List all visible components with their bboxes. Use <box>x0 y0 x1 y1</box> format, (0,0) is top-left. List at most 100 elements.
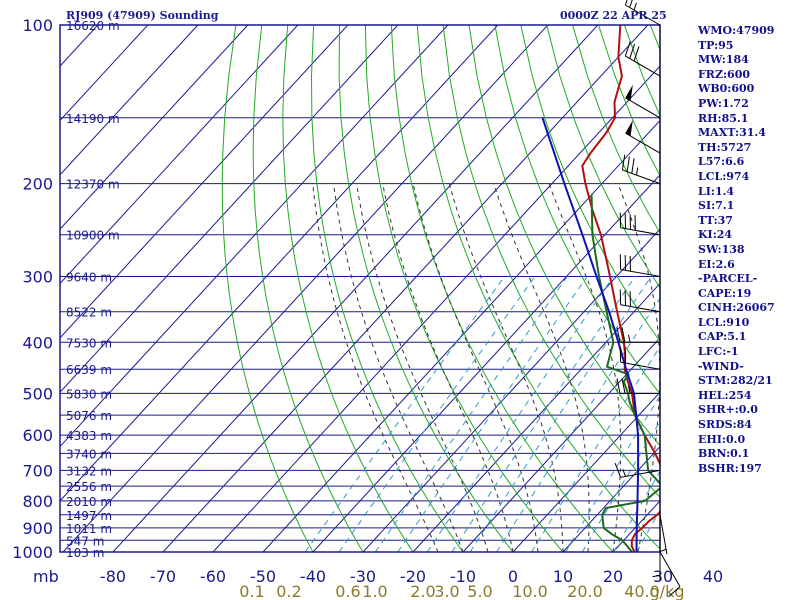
moist-adiabat <box>382 183 514 552</box>
index-item: SHR+:0.0 <box>698 403 758 417</box>
height-label: 9640 m <box>66 270 112 284</box>
isotherm <box>62 25 549 552</box>
index-item: CAPE:19 <box>698 286 752 300</box>
pressure-tick-label: 100 <box>22 16 53 35</box>
isotherm <box>60 25 349 339</box>
mixing-ratio-line <box>397 276 588 552</box>
index-item: WB0:600 <box>698 82 755 96</box>
index-item: KI:24 <box>698 228 733 242</box>
dry-adiabat <box>338 25 514 552</box>
temperature-tick-label: -70 <box>150 567 176 586</box>
pressure-tick-label: 300 <box>22 267 53 286</box>
dry-adiabat <box>494 25 660 395</box>
mixing-ratio-label: 0.1 <box>239 582 264 600</box>
index-item: PW:1.72 <box>698 96 749 110</box>
mixing-ratio-label: g/kg <box>650 582 685 600</box>
moist-adiabat <box>312 183 439 552</box>
temperature-tick-label: -40 <box>300 567 326 586</box>
height-label: 14190 m <box>66 112 120 126</box>
dry-adiabat <box>390 25 614 552</box>
isotherm <box>60 25 249 230</box>
dry-adiabat <box>520 25 660 343</box>
pressure-tick-label: 600 <box>22 426 53 445</box>
wind-barb <box>621 154 661 185</box>
index-item: BSHR:197 <box>698 461 762 475</box>
moist-adiabat <box>493 183 590 552</box>
wind-barb <box>624 0 661 26</box>
index-item: BRN:0.1 <box>698 447 750 461</box>
index-item: SRDS:84 <box>698 418 752 432</box>
temperature-tick-label: -20 <box>400 567 426 586</box>
mixing-ratio-line <box>581 420 660 552</box>
moist-adiabat <box>412 183 539 552</box>
dry-adiabat <box>252 25 364 552</box>
pressure-tick-label: 400 <box>22 333 53 352</box>
height-label: 5830 m <box>66 387 112 401</box>
wind-barb <box>659 551 681 598</box>
moist-adiabat <box>617 183 660 552</box>
parcel-trace <box>541 117 640 552</box>
dry-adiabat <box>221 25 314 552</box>
mixing-ratio-line <box>451 276 636 552</box>
mixing-ratio-line <box>304 276 506 552</box>
isotherm <box>60 25 199 176</box>
height-label: 1011 m <box>66 522 112 536</box>
isotherm <box>212 65 660 552</box>
isotherm <box>162 25 649 552</box>
index-item: LCL:910 <box>698 315 750 329</box>
index-item: EI:2.6 <box>698 257 735 271</box>
pressure-tick-label: 700 <box>22 461 53 480</box>
dry-adiabat <box>282 25 414 552</box>
wind-barb <box>619 212 661 236</box>
temperature-tick-label: -30 <box>350 567 376 586</box>
wind-barb <box>625 120 661 154</box>
wind-barb <box>616 327 660 343</box>
moist-adiabat <box>333 183 464 552</box>
wind-barb <box>624 41 661 77</box>
mixing-ratio-label: 10.0 <box>512 582 548 600</box>
wind-barb <box>619 254 661 277</box>
height-label: 103 m <box>66 546 104 560</box>
pressure-tick-label: 500 <box>22 384 53 403</box>
index-item: TP:95 <box>698 38 734 52</box>
index-item: RH:85.1 <box>698 111 749 125</box>
mixing-ratio-label: 3.0 <box>434 582 459 600</box>
moist-adiabat <box>548 183 622 552</box>
temperature-tick-label: -10 <box>450 567 476 586</box>
sounding-traces <box>541 25 660 552</box>
wind-barbs <box>614 0 681 598</box>
height-label: 4383 m <box>66 429 112 443</box>
index-item: MW:184 <box>698 53 749 67</box>
mixing-ratio-label: 20.0 <box>567 582 603 600</box>
height-label: 3132 m <box>66 464 112 478</box>
dry-adiabat <box>546 25 660 289</box>
height-label: 6639 m <box>66 363 112 377</box>
index-item: HEL:254 <box>698 388 752 402</box>
mixing-ratio-line <box>496 297 660 552</box>
height-label: 547 m <box>66 534 104 548</box>
mixing-ratio-line <box>565 395 660 552</box>
mixing-ratio-line <box>469 276 652 552</box>
index-item: TH:5727 <box>698 140 752 154</box>
temperature-tick-label: 30 <box>653 567 673 586</box>
index-item: LFC:-1 <box>698 345 739 359</box>
index-item: STM:282/21 <box>698 374 773 388</box>
mixing-ratio-line <box>531 345 660 552</box>
moist-adiabat <box>356 183 489 552</box>
index-item: FRZ:600 <box>698 67 751 81</box>
pressure-tick-label: 200 <box>22 175 53 194</box>
mixing-ratio-line <box>374 276 568 552</box>
mixing-ratio-label: 2.0 <box>410 582 435 600</box>
index-item: SW:138 <box>698 242 745 256</box>
dry-adiabat <box>416 25 660 550</box>
isotherm <box>60 25 149 122</box>
isotherm <box>362 228 660 552</box>
stability-indices: WMO:47909 TP:95 MW:184 FRZ:600 WB0:600 PW:1.7… <box>698 24 798 476</box>
mixing-ratio-label: 5.0 <box>467 582 492 600</box>
valid-time: 0000Z 22 APR 25 <box>560 9 667 22</box>
height-label: 5076 m <box>66 409 112 423</box>
axis-unit-label: mb <box>33 567 59 586</box>
index-item: CAP:5.1 <box>698 330 747 344</box>
dewpoint-trace <box>590 194 660 552</box>
